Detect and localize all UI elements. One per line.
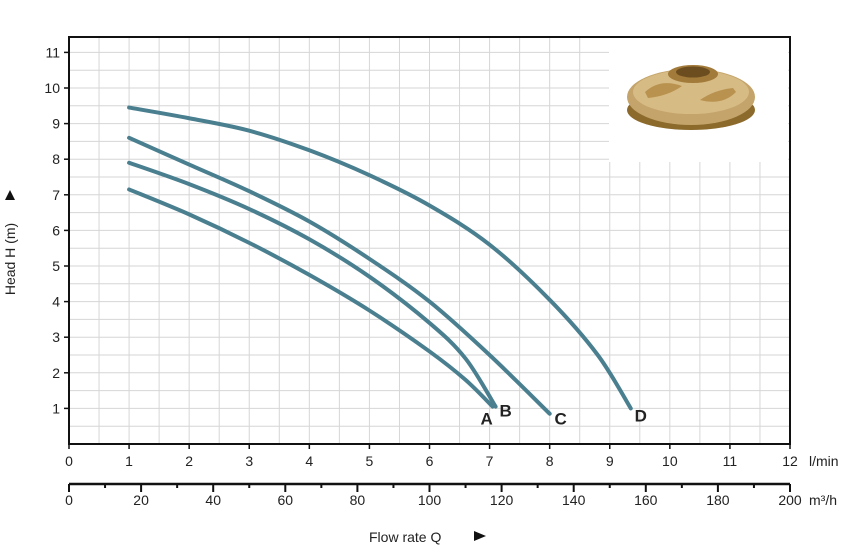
x-axis-label: Flow rate Q <box>369 529 441 545</box>
curve-a <box>127 187 495 409</box>
x-tick-label: 1 <box>125 453 133 469</box>
curve-label-c: C <box>555 410 567 429</box>
curve-label-a: A <box>480 410 492 429</box>
x-tick-label: 2 <box>185 453 193 469</box>
y-axis-label: Head H (m) <box>2 223 18 295</box>
x-axis-unit: l/min <box>809 453 839 469</box>
y-tick-label: 4 <box>52 294 60 310</box>
y-axis-arrow-icon <box>5 190 15 200</box>
secondary-x-tick-label: 0 <box>65 492 73 508</box>
secondary-x-tick-label: 120 <box>490 492 514 508</box>
curve-d <box>127 105 633 411</box>
x-tick-label: 6 <box>426 453 434 469</box>
x-tick-label: 9 <box>606 453 614 469</box>
y-tick-label: 1 <box>52 400 60 416</box>
secondary-x-tick-label: 20 <box>133 492 149 508</box>
secondary-x-axis-unit: m³/h <box>809 492 837 508</box>
secondary-x-tick-label: 100 <box>418 492 442 508</box>
secondary-x-tick-label: 180 <box>706 492 730 508</box>
x-tick-label: 10 <box>662 453 678 469</box>
x-axis-ticks: 0 1 2 3 4 5 6 7 8 9 10 11 12 <box>65 444 798 469</box>
secondary-x-tick-label: 140 <box>562 492 586 508</box>
secondary-x-axis: 0 20 40 60 80 100 120 140 160 180 200 <box>65 482 802 508</box>
curve-label-b: B <box>499 402 511 421</box>
y-tick-label: 5 <box>52 258 60 274</box>
y-axis-ticks: 1 2 3 4 5 6 7 8 9 10 11 <box>44 44 69 416</box>
x-tick-label: 0 <box>65 453 73 469</box>
y-tick-label: 3 <box>52 329 60 345</box>
y-tick-label: 9 <box>52 116 60 132</box>
y-tick-label: 6 <box>52 222 60 238</box>
y-tick-label: 11 <box>45 44 60 60</box>
secondary-x-tick-label: 60 <box>278 492 294 508</box>
x-tick-label: 5 <box>366 453 374 469</box>
secondary-x-tick-label: 160 <box>634 492 658 508</box>
y-tick-label: 8 <box>52 151 60 167</box>
x-tick-label: 7 <box>486 453 494 469</box>
y-tick-label: 7 <box>52 187 60 203</box>
x-tick-label: 11 <box>723 453 738 469</box>
x-tick-label: 8 <box>546 453 554 469</box>
x-tick-label: 12 <box>782 453 798 469</box>
x-tick-label: 3 <box>245 453 253 469</box>
y-tick-label: 10 <box>44 80 60 96</box>
curves <box>127 105 633 416</box>
secondary-x-tick-label: 80 <box>350 492 366 508</box>
y-tick-label: 2 <box>52 365 60 381</box>
curve-b <box>127 160 498 409</box>
x-axis-arrow-icon <box>474 531 486 541</box>
curve-label-d: D <box>635 406 647 425</box>
secondary-x-tick-label: 40 <box>205 492 221 508</box>
impeller-photo-icon <box>609 38 788 162</box>
secondary-x-tick-label: 200 <box>778 492 802 508</box>
x-tick-label: 4 <box>305 453 313 469</box>
curve-c <box>127 135 552 416</box>
